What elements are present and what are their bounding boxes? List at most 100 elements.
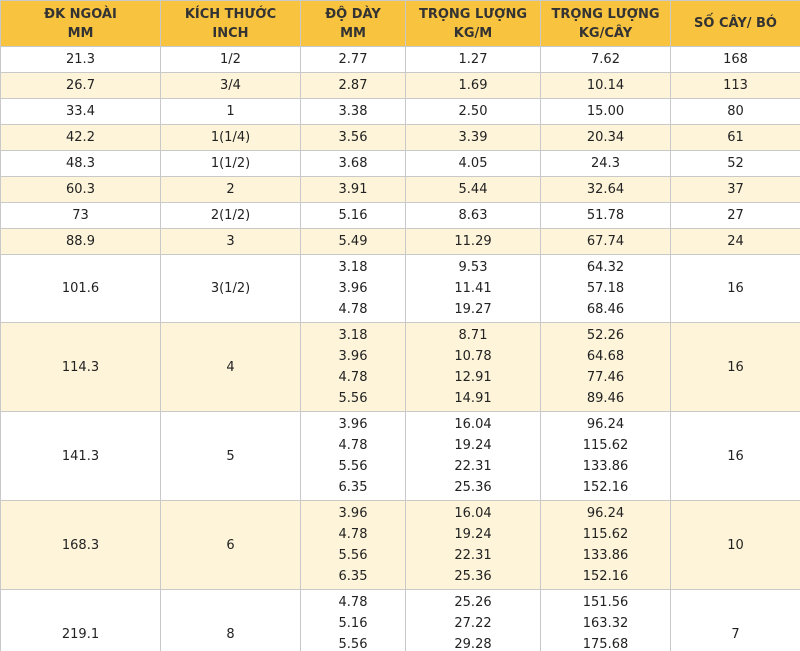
table-cell: 2(1/2) [160, 202, 301, 229]
cell-text: 8 [226, 626, 235, 642]
table-cell: 52 [670, 150, 800, 177]
cell-text: 3.96 [338, 349, 368, 364]
cell-text: 6 [226, 537, 235, 553]
cell-text: 151.56 [582, 595, 629, 610]
table-cell: 3.39 [405, 124, 541, 151]
header-text: SỐ CÂY/ BÓ [694, 16, 777, 31]
cell-text: 5.44 [458, 182, 488, 197]
table-body: 21.3 1/2 2.77 1.27 7.62 168 26.7 3/4 2.87 1.69 10.… [0, 46, 800, 651]
cell-text: 25.36 [454, 569, 492, 584]
table-cell: 16 [670, 411, 800, 501]
header-cell: ĐK NGOÀI MM [0, 0, 161, 47]
cell-text: 3.38 [338, 104, 368, 119]
table-cell: 37 [670, 176, 800, 203]
cell-text: 1/2 [220, 52, 241, 67]
header-cell: SỐ CÂY/ BÓ [670, 0, 800, 47]
cell-text: 3.18 [338, 260, 368, 275]
cell-text: 52 [727, 156, 744, 171]
table-cell: 4 [160, 322, 301, 412]
table-cell: 8 [160, 589, 301, 651]
cell-text: 3.91 [338, 182, 368, 197]
table-row: 42.2 1(1/4) 3.56 3.39 20.34 61 [0, 124, 800, 151]
table-cell: 27 [670, 202, 800, 229]
table-row: 114.3 4 3.18 3.96 4.78 5.56 8.71 10.78 12.91 14.9… [0, 322, 800, 412]
cell-text: 77.46 [586, 370, 625, 385]
table-cell: 101.6 [0, 254, 161, 323]
table-cell: 5 [160, 411, 301, 501]
header-text: KG/M [453, 25, 493, 41]
table-cell: 8.71 10.78 12.91 14.91 [405, 322, 541, 412]
cell-text: 4.78 [338, 438, 368, 453]
table-cell: 1(1/4) [160, 124, 301, 151]
cell-text: 2.87 [338, 78, 368, 93]
cell-text: 64.68 [586, 349, 625, 364]
table-cell: 3 [160, 228, 301, 255]
cell-text: 114.3 [61, 359, 100, 375]
cell-text: 115.62 [582, 438, 629, 453]
cell-text: 19.24 [454, 527, 492, 542]
cell-text: 9.53 [458, 260, 488, 275]
cell-text: 133.86 [582, 459, 629, 474]
table-cell: 2.77 [300, 46, 406, 73]
cell-text: 7.62 [591, 52, 620, 67]
cell-text: 21.3 [66, 52, 95, 67]
cell-text: 16 [727, 281, 744, 296]
cell-text: 22.31 [454, 548, 492, 563]
table-cell: 3.18 3.96 4.78 [300, 254, 406, 323]
table-cell: 42.2 [0, 124, 161, 151]
cell-text: 3/4 [220, 78, 241, 93]
cell-text: 5.56 [338, 459, 368, 474]
cell-text: 10 [727, 537, 744, 553]
cell-text: 4.78 [338, 595, 368, 610]
cell-text: 52.26 [586, 328, 625, 343]
table-cell: 3/4 [160, 72, 301, 99]
table-row: 60.3 2 3.91 5.44 32.64 37 [0, 176, 800, 203]
table-cell: 15.00 [540, 98, 671, 125]
table-cell: 3.18 3.96 4.78 5.56 [300, 322, 406, 412]
table-cell: 16 [670, 254, 800, 323]
cell-text: 73 [72, 208, 89, 223]
table-cell: 8.63 [405, 202, 541, 229]
cell-text: 11.29 [454, 234, 492, 249]
table-cell: 5.16 [300, 202, 406, 229]
table-cell: 114.3 [0, 322, 161, 412]
cell-text: 5 [226, 448, 235, 464]
cell-text: 3.18 [338, 328, 368, 343]
cell-text: 15.00 [586, 104, 625, 119]
cell-text: 10.14 [586, 78, 625, 93]
table-cell: 60.3 [0, 176, 161, 203]
cell-text: 96.24 [586, 417, 625, 432]
table-row: 219.184.785.165.566.3525.2627.2229.2833.… [0, 589, 800, 651]
cell-text: 5.56 [338, 548, 368, 563]
cell-text: 16 [727, 359, 744, 375]
cell-text: 14.91 [454, 391, 492, 406]
cell-text: 42.2 [66, 130, 95, 145]
cell-text: 19.24 [454, 438, 492, 453]
table-cell: 1/2 [160, 46, 301, 73]
cell-text: 5.16 [338, 616, 368, 631]
cell-text: 113 [723, 78, 748, 93]
table-cell: 24.3 [540, 150, 671, 177]
cell-text: 3.68 [338, 156, 368, 171]
cell-text: 2(1/2) [210, 208, 251, 223]
cell-text: 11.41 [454, 281, 492, 296]
table-cell: 6 [160, 500, 301, 590]
table-cell: 168.3 [0, 500, 161, 590]
cell-text: 1 [226, 104, 235, 119]
cell-text: 1.27 [458, 52, 488, 67]
table-cell: 20.34 [540, 124, 671, 151]
cell-text: 88.9 [66, 234, 95, 249]
cell-text: 152.16 [582, 569, 629, 584]
table-cell: 64.32 57.18 68.46 [540, 254, 671, 323]
header-text: KÍCH THƯỚC [184, 6, 277, 22]
cell-text: 96.24 [586, 506, 625, 521]
table-cell: 61 [670, 124, 800, 151]
table-cell: 16 [670, 322, 800, 412]
header-cell: KÍCH THƯỚC INCH [160, 0, 301, 47]
cell-text: 8.71 [458, 328, 488, 343]
table-cell: 1(1/2) [160, 150, 301, 177]
cell-text: 5.16 [338, 208, 368, 223]
cell-text: 24 [727, 234, 744, 249]
